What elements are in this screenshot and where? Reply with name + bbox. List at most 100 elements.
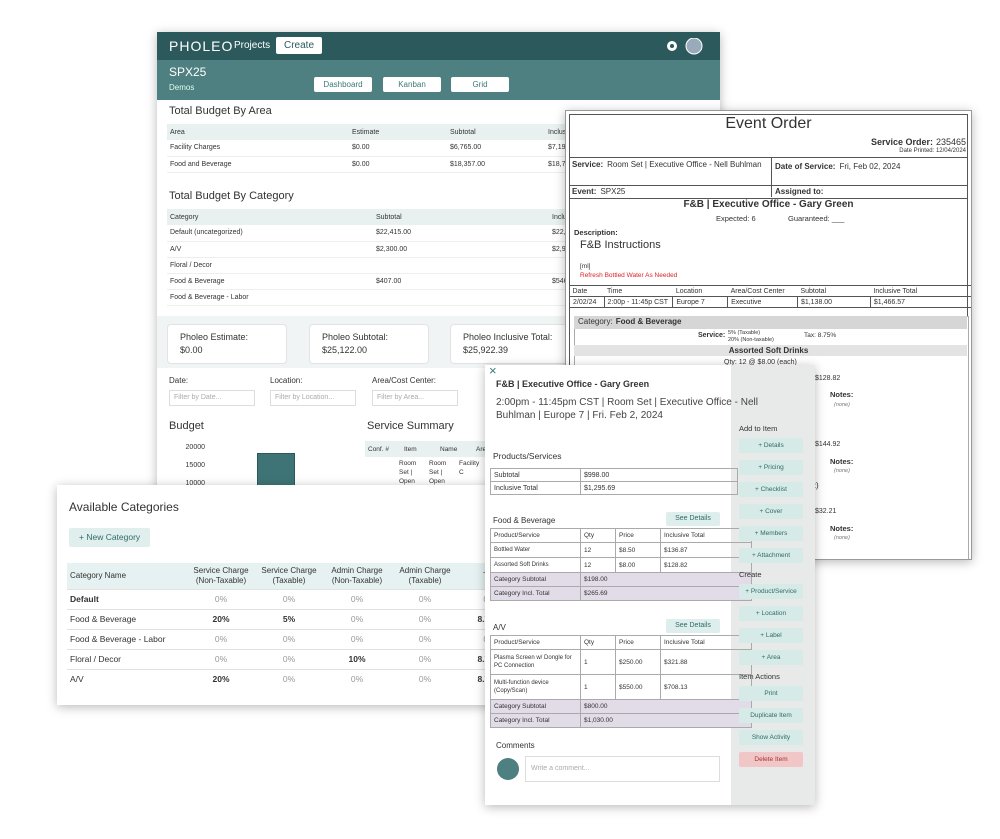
summary-table: Conf. # Item Name Area — [365, 441, 523, 457]
table-row: 2/02/24 2:00p - 11:45p CST Europe 7 Executi… — [569, 296, 971, 308]
table-cell: 0% — [418, 594, 432, 604]
sidebar-button[interactable]: Show Activity — [739, 730, 803, 745]
table-cell: Inclusive Total — [660, 528, 752, 543]
expected: Expected: 6 — [716, 214, 756, 223]
doc-title: Event Order — [725, 115, 812, 132]
categories-panel: Available Categories + New Category Catego… — [57, 485, 530, 705]
section-title: Total Budget By Category — [169, 190, 294, 202]
category-table: CategorySubtotalInclusive TotalDefault (… — [167, 209, 675, 306]
table-cell: Category Name — [70, 570, 127, 580]
view-tab[interactable]: Dashboard — [314, 77, 372, 92]
filter-label: Date: — [169, 376, 189, 385]
table-cell: Executive — [727, 296, 798, 308]
table-row: Food & Beverage $407.00 $546.15 — [167, 273, 675, 289]
card-value: $25,922.39 — [463, 345, 509, 355]
sidebar-button[interactable]: Print — [739, 686, 803, 701]
table-row: Category Incl. Total $265.69 — [490, 586, 752, 601]
table-cell: Category Incl. Total — [490, 713, 581, 728]
fragment: Notes: — [830, 390, 854, 399]
table-cell: $128.82 — [660, 557, 752, 573]
table-cell: 12 — [580, 542, 616, 558]
comment-input[interactable]: Write a comment... — [525, 756, 720, 782]
label: Service: — [698, 332, 726, 339]
table-cell: 20% — [212, 614, 230, 624]
sidebar-button[interactable]: + Checklist — [739, 482, 803, 497]
modal-title: F&B | Executive Office - Gary Green — [496, 379, 650, 389]
table-cell: $6,765.00 — [450, 144, 482, 152]
table-cell: Subtotal — [800, 287, 827, 295]
table-cell: Inclusive Total — [660, 635, 752, 650]
table-cell: 1 — [580, 649, 616, 675]
table-cell: Europe 7 — [672, 296, 728, 308]
divider — [569, 185, 968, 186]
category-band — [574, 316, 967, 329]
sidebar-button[interactable]: + Pricing — [739, 460, 803, 475]
create-button[interactable]: Create — [276, 37, 323, 54]
table-cell: $18,357.00 — [450, 160, 486, 168]
table-cell: Price — [615, 528, 661, 543]
table-cell: 0% — [214, 594, 228, 604]
table-row: Category Name Service Charge (Non-Taxable… — [67, 563, 520, 589]
sidebar-button[interactable]: + Location — [739, 606, 803, 621]
item-heading: F&B | Executive Office - Gary Green — [683, 199, 854, 210]
table-row: Floral / Decor — [167, 257, 675, 273]
card-label: Pholeo Estimate: — [180, 332, 249, 342]
sidebar-button[interactable]: + Members — [739, 526, 803, 541]
view-tab[interactable]: Kanban — [383, 77, 441, 92]
filter-select[interactable]: Filter by Location... — [270, 390, 356, 406]
info-field: Assigned to: — [775, 187, 965, 197]
description: F&B Instructions — [580, 239, 661, 251]
table-cell: Time — [607, 287, 623, 295]
table-cell: Qty — [580, 528, 616, 543]
new-category-button[interactable]: + New Category — [69, 528, 151, 547]
sidebar-button[interactable]: Duplicate Item — [739, 708, 803, 723]
table-cell: Subtotal — [376, 213, 402, 221]
qty: Qty: 12 @ $8.00 (each) — [724, 359, 797, 366]
table-cell: Category Incl. Total — [490, 586, 581, 601]
sidebar-button[interactable]: + Label — [739, 628, 803, 643]
table-cell: 0% — [282, 654, 296, 664]
service-order: 235465 — [936, 137, 967, 147]
avatar[interactable] — [685, 38, 703, 55]
table-cell: Floral / Decor — [170, 261, 213, 269]
sidebar-button[interactable]: Delete Item — [739, 752, 803, 767]
sidebar-button[interactable]: + Product/Service — [739, 584, 803, 599]
table-cell: $546.15 — [549, 273, 675, 289]
table-cell: Inclusive Total — [490, 481, 581, 495]
table-cell: Price — [615, 635, 661, 650]
close-button[interactable]: × — [489, 365, 497, 378]
y-tick-label: 10000 — [185, 480, 205, 487]
filter-select[interactable]: Filter by Area... — [372, 390, 458, 406]
filter-label: Location: — [270, 376, 303, 385]
see-details-button[interactable]: See Details — [666, 619, 720, 633]
see-details-button[interactable]: See Details — [666, 512, 720, 526]
card-value: $25,122.00 — [322, 345, 368, 355]
note: Refresh Bottled Water As Needed — [580, 272, 678, 279]
filter-select[interactable]: Filter by Date... — [169, 390, 255, 406]
table-cell: 0% — [418, 654, 432, 664]
table-cell: Bottled Water — [490, 542, 581, 558]
sidebar-button[interactable]: + Area — [739, 650, 803, 665]
sidebar-button[interactable]: + Details — [739, 438, 803, 453]
field-value: Room Set | Executive Office - Nell Buhlm… — [607, 160, 762, 169]
table-cell: $22,415.00 — [376, 229, 412, 237]
items-table: Product/Service Qty Price Inclusive Total Pl… — [490, 635, 752, 728]
table-cell: Default — [70, 594, 99, 604]
sidebar-button[interactable]: + Attachment — [739, 548, 803, 563]
table-row: Facility Charges $0.00 $6,765.00 $7,196.25 — [167, 140, 671, 156]
table-cell: Product/Service — [490, 528, 581, 543]
view-tab[interactable]: Grid — [451, 77, 509, 92]
section-title: Products/Services — [493, 451, 562, 461]
table-cell: 10% — [348, 654, 366, 664]
table-cell: Area — [170, 128, 185, 136]
table-cell: Facility Charges — [170, 144, 221, 152]
table-cell: 20% — [212, 674, 230, 685]
sidebar-heading: Item Actions — [739, 672, 780, 681]
table-row: Plasma Screen w/ Dongle for PC Connectio… — [490, 649, 752, 675]
field-value: Fri, Feb 02, 2024 — [839, 162, 901, 171]
nav-projects[interactable]: Projects — [234, 40, 271, 51]
sidebar-button[interactable]: + Cover — [739, 504, 803, 519]
table-row: Multi-function device (Copy/Scan) 1 $550.0… — [490, 674, 752, 700]
summary-card: Pholeo Inclusive Total: $25,922.39 — [450, 324, 570, 364]
items-table: Product/Service Qty Price Inclusive Total Bo… — [490, 528, 752, 601]
